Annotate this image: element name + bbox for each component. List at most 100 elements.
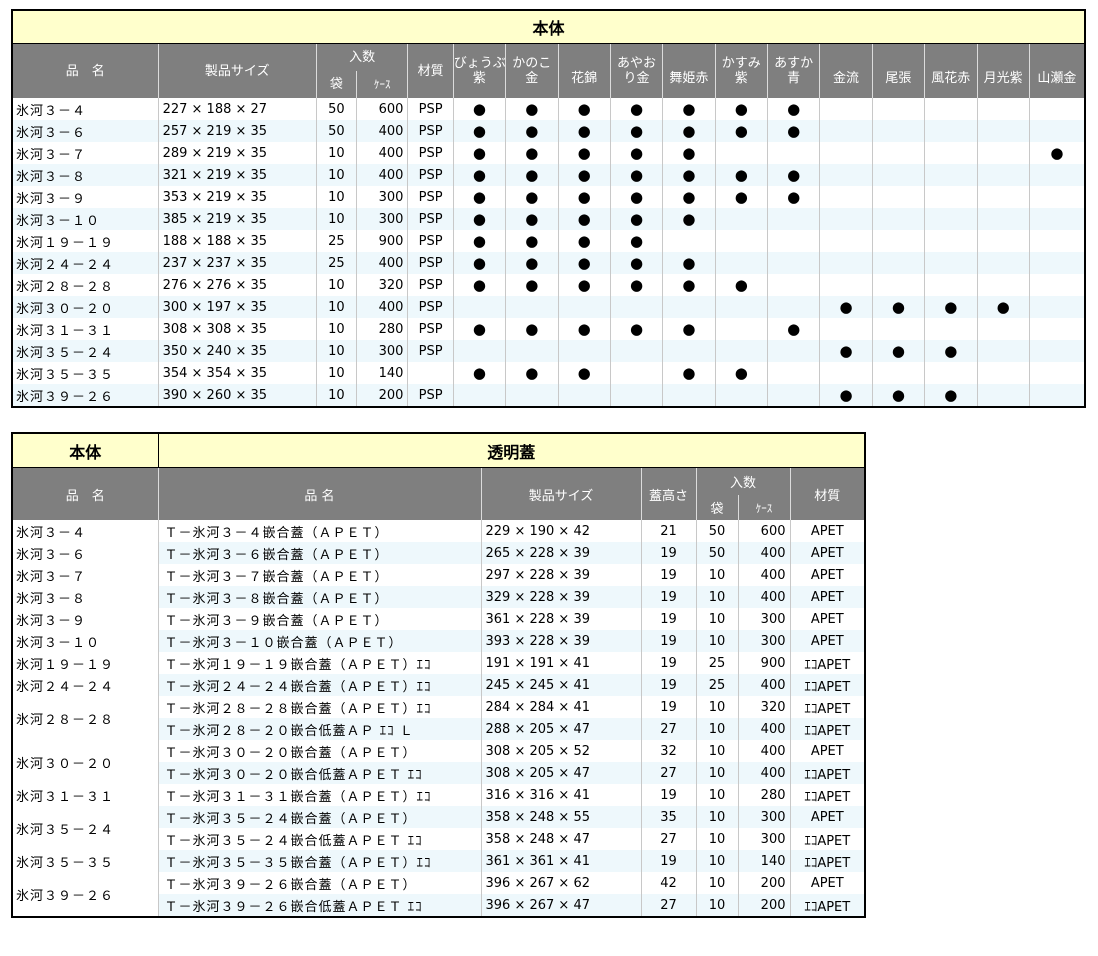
lid-height-cell: 27	[641, 718, 697, 740]
color-availability-cell: ●	[505, 230, 559, 252]
material-cell: APET	[790, 564, 866, 586]
color-availability-cell: ●	[453, 274, 507, 296]
lid-name-cell: Ｔ－氷河３９－２６嵌合蓋（ＡＰＥＴ）	[158, 872, 482, 894]
color-availability-cell	[1029, 230, 1086, 252]
color-availability-cell	[610, 340, 664, 362]
color-availability-cell: ●	[505, 186, 559, 208]
color-availability-cell	[872, 318, 926, 340]
color-availability-cell	[977, 340, 1030, 362]
color-availability-cell: ●	[558, 252, 611, 274]
color-availability-cell	[872, 252, 926, 274]
case-qty-cell: 400	[738, 740, 791, 762]
lid-product-table: 本体 透明蓋 品 名 品 名 製品サイズ 蓋高さ 入数 材質 袋 ｹｰｽ 氷河３…	[11, 432, 867, 918]
bag-qty-cell: 10	[316, 186, 358, 208]
column-header-material: 材質	[790, 467, 866, 520]
lid-size-cell: 396 × 267 × 47	[481, 894, 642, 917]
color-availability-cell	[1029, 274, 1086, 296]
bag-qty-cell: 10	[696, 740, 739, 762]
base-product-name-cell: 氷河３１－３１	[12, 784, 159, 806]
base-product-name-cell: 氷河３－４	[12, 520, 159, 542]
color-availability-cell	[715, 318, 769, 340]
case-qty-cell: 400	[738, 564, 791, 586]
color-availability-cell: ●	[610, 142, 664, 164]
color-availability-cell: ●	[662, 142, 716, 164]
column-header-size: 製品サイズ	[158, 43, 317, 98]
case-qty-cell: 300	[356, 340, 409, 362]
color-availability-cell: ●	[558, 164, 611, 186]
product-name-cell: 氷河３０－２０	[12, 296, 159, 318]
lid-name-cell: Ｔ－氷河３５－３５嵌合蓋（ＡＰＥＴ）ｴｺ	[158, 850, 482, 872]
color-availability-cell	[819, 120, 873, 142]
color-availability-cell: ●	[610, 186, 664, 208]
column-header-color: あやお り金	[610, 43, 664, 98]
lid-size-cell: 308 × 205 × 52	[481, 740, 642, 762]
lid-height-cell: 19	[641, 564, 697, 586]
lid-height-cell: 35	[641, 806, 697, 828]
lid-size-cell: 361 × 361 × 41	[481, 850, 642, 872]
color-availability-cell	[767, 340, 821, 362]
column-header-color: かすみ紫	[715, 43, 769, 98]
color-availability-cell	[767, 362, 821, 384]
case-qty-cell: 200	[738, 894, 791, 917]
product-name-cell: 氷河１９－１９	[12, 230, 159, 252]
material-cell: PSP	[407, 274, 454, 296]
case-qty-cell: 140	[738, 850, 791, 872]
lid-size-cell: 361 × 228 × 39	[481, 608, 642, 630]
table-row: 氷河３－１０ 385 × 219 × 35 10 300 PSP ● ● ● ● ●	[12, 208, 1086, 230]
case-qty-cell: 300	[738, 630, 791, 652]
color-availability-cell: ●	[767, 186, 821, 208]
material-cell: ｴｺAPET	[790, 784, 866, 806]
product-size-cell: 276 × 276 × 35	[158, 274, 317, 296]
color-availability-cell	[924, 186, 978, 208]
column-header-color: びょうぶ紫	[453, 43, 507, 98]
product-name-cell: 氷河３－６	[12, 120, 159, 142]
bag-qty-cell: 10	[696, 894, 739, 917]
product-name-cell: 氷河３５－３５	[12, 362, 159, 384]
material-cell: PSP	[407, 340, 454, 362]
column-header-color: 山瀬金	[1029, 43, 1085, 98]
lid-height-cell: 19	[641, 608, 697, 630]
color-availability-cell: ●	[662, 274, 716, 296]
bag-qty-cell: 25	[316, 230, 358, 252]
color-availability-cell: ●	[767, 164, 821, 186]
color-availability-cell	[924, 164, 978, 186]
color-availability-cell	[872, 164, 926, 186]
material-cell: PSP	[407, 208, 454, 230]
table-row: 氷河３９－２６ 390 × 260 × 35 10 200 PSP ● ● ●	[12, 384, 1086, 407]
color-availability-cell	[819, 274, 873, 296]
material-cell: ｴｺAPET	[790, 762, 866, 784]
table-row: 氷河３－９ 353 × 219 × 35 10 300 PSP ● ● ● ● ● ● ●	[12, 186, 1086, 208]
color-availability-cell	[872, 142, 926, 164]
material-cell: PSP	[407, 120, 454, 142]
color-availability-cell	[453, 384, 507, 407]
color-availability-cell	[924, 318, 978, 340]
color-availability-cell: ●	[977, 296, 1030, 318]
lid-title: 透明蓋	[158, 433, 866, 468]
bag-qty-cell: 50	[316, 120, 358, 142]
material-cell: ｴｺAPET	[790, 850, 866, 872]
lid-height-cell: 19	[641, 542, 697, 564]
table-row: Ｔ－氷河２８－２０嵌合低蓋ＡＰ ｴｺ Ｌ 288 × 205 × 47 27 10 40…	[12, 718, 866, 740]
color-availability-cell	[453, 340, 507, 362]
color-availability-cell: ●	[610, 318, 664, 340]
color-availability-cell	[662, 340, 716, 362]
material-cell: ｴｺAPET	[790, 894, 866, 917]
case-qty-cell: 320	[356, 274, 409, 296]
product-size-cell: 321 × 219 × 35	[158, 164, 317, 186]
base-product-name-cell: 氷河３９－２６	[12, 872, 159, 917]
lid-size-cell: 396 × 267 × 62	[481, 872, 642, 894]
lid-size-cell: 265 × 228 × 39	[481, 542, 642, 564]
color-availability-cell	[819, 318, 873, 340]
material-cell: ｴｺAPET	[790, 652, 866, 674]
lid-name-cell: Ｔ－氷河２８－２０嵌合低蓋ＡＰ ｴｺ Ｌ	[158, 718, 482, 740]
color-availability-cell: ●	[558, 318, 611, 340]
bag-qty-cell: 10	[696, 608, 739, 630]
product-size-cell: 257 × 219 × 35	[158, 120, 317, 142]
color-availability-cell: ●	[558, 120, 611, 142]
lid-height-cell: 19	[641, 586, 697, 608]
bag-qty-cell: 25	[316, 252, 358, 274]
color-availability-cell	[1029, 340, 1086, 362]
lid-height-cell: 42	[641, 872, 697, 894]
color-availability-cell	[872, 98, 926, 120]
bag-qty-cell: 10	[316, 296, 358, 318]
